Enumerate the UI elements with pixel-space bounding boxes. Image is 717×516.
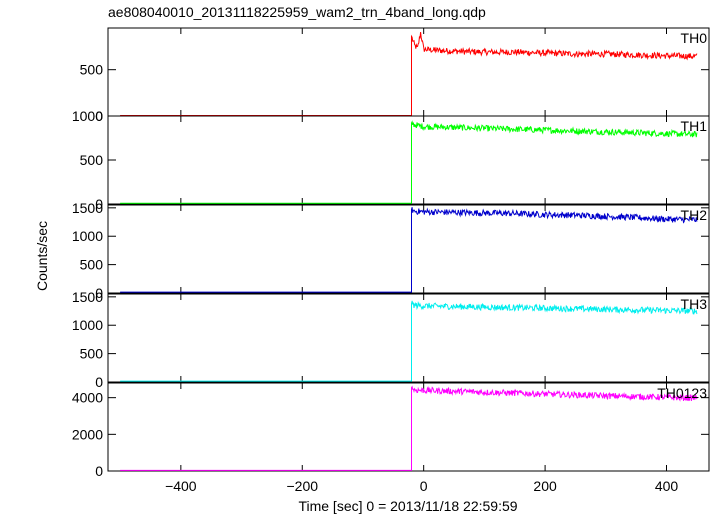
panel-frame-th0123	[107, 382, 710, 472]
y-tick-label-th0-0: 0	[95, 108, 103, 124]
x-tick-label-400: 400	[655, 478, 679, 494]
series-line-th2	[120, 207, 698, 293]
panel-label-th3: TH3	[681, 296, 708, 312]
x-tick-label--200: −200	[286, 478, 318, 494]
y-axis-title: Counts/sec	[34, 221, 50, 291]
y-tick-label-th2-0: 0	[95, 285, 103, 301]
panel-frame-th2	[107, 204, 710, 294]
panel-frame-th0	[107, 27, 710, 117]
x-tick-label-200: 200	[533, 478, 557, 494]
panel-label-th2: TH2	[681, 207, 708, 223]
x-tick-label--400: −400	[165, 478, 197, 494]
y-tick-label-th1-500: 500	[80, 152, 104, 168]
y-tick-label-th3-0: 0	[95, 374, 103, 390]
y-tick-label-th0123-0: 0	[95, 463, 103, 479]
y-tick-label-th1-0: 0	[95, 196, 103, 212]
panel-frame-th3	[107, 293, 710, 383]
series-line-th0123	[120, 385, 698, 471]
x-tick-label-0: 0	[420, 478, 428, 494]
y-tick-label-th0123-4000: 4000	[72, 390, 103, 406]
series-line-th3	[120, 300, 698, 382]
y-tick-label-th0123-2000: 2000	[72, 426, 103, 442]
panel-label-th0: TH0	[681, 30, 708, 46]
y-tick-label-th2-500: 500	[80, 257, 104, 273]
panel-label-th1: TH1	[681, 118, 708, 134]
series-line-th1	[120, 120, 698, 204]
y-tick-label-th3-1000: 1000	[72, 317, 103, 333]
y-tick-label-th3-500: 500	[80, 346, 104, 362]
y-tick-label-th1-1000: 1000	[72, 108, 103, 124]
y-tick-label-th2-1000: 1000	[72, 228, 103, 244]
chart-title: ae808040010_20131118225959_wam2_trn_4ban…	[108, 4, 486, 20]
panel-frame-th1	[107, 115, 710, 205]
y-tick-label-th2-1500: 1500	[72, 200, 103, 216]
y-tick-label-th0-500: 500	[80, 62, 104, 78]
series-line-th0	[120, 32, 698, 116]
panels-group: 0 500 TH0 0 500 1000 TH1 0 500 1000 1500 TH2 0 500 100…	[72, 27, 710, 494]
panel-label-th0123: TH0123	[657, 385, 707, 401]
y-tick-label-th3-1500: 1500	[72, 289, 103, 305]
x-axis-title: Time [sec] 0 = 2013/11/18 22:59:59	[298, 498, 517, 514]
